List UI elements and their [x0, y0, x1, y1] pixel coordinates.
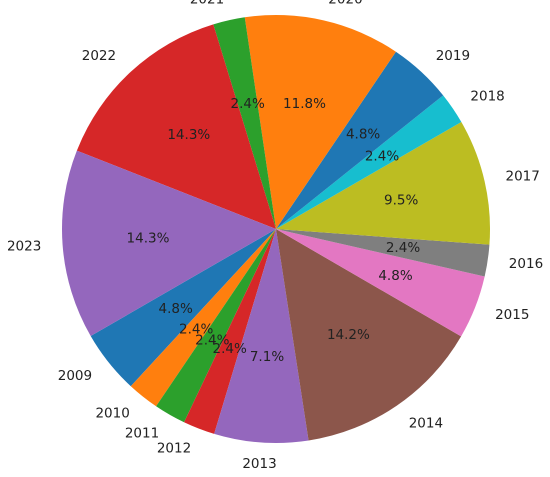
pie-category-label: 2020	[328, 0, 362, 8]
pie-slice-2019	[276, 51, 444, 229]
pie-percent-label: 7.1%	[250, 349, 284, 365]
pie-category-label: 2012	[157, 441, 191, 457]
pie-slice-2017	[276, 122, 491, 245]
pie-slice-2012	[184, 229, 276, 434]
pie-percent-label: 2.4%	[365, 149, 399, 165]
pie-percent-label: 14.3%	[127, 231, 170, 247]
pie-percent-label: 14.2%	[327, 327, 370, 343]
percent-labels: 4.8%2.4%2.4%2.4%7.1%14.2%4.8%2.4%9.5%2.4…	[127, 96, 421, 365]
pie-slice-2009	[90, 229, 276, 387]
pie-slice-2020	[244, 15, 396, 229]
pie-slice-2021	[213, 17, 276, 229]
pie-category-label: 2018	[470, 88, 504, 104]
pie-slice-2010	[130, 229, 276, 407]
pie-percent-label: 2.4%	[179, 322, 213, 338]
pie-slice-2013	[214, 229, 309, 443]
pie-percent-label: 9.5%	[384, 192, 418, 208]
pie-percent-label: 2.4%	[386, 240, 420, 256]
pie-slice-2015	[276, 229, 485, 337]
pie-category-label: 2010	[95, 406, 129, 422]
pie-percent-label: 11.8%	[283, 96, 326, 112]
pie-slice-2018	[276, 95, 462, 230]
pie-percent-label: 4.8%	[159, 301, 193, 317]
pie-slice-2014	[276, 229, 462, 441]
pie-slice-2016	[276, 229, 490, 277]
pie-percent-label: 4.8%	[346, 127, 380, 143]
pie-category-label: 2019	[436, 48, 470, 64]
pie-category-label: 2016	[509, 256, 543, 272]
pie-slice-2023	[61, 150, 277, 336]
pie-category-label: 2022	[82, 48, 116, 64]
pie-category-label: 2011	[125, 425, 159, 441]
pie-slice-2022	[76, 24, 276, 229]
pie-slice-2011	[156, 229, 276, 423]
pie-category-label: 2013	[242, 456, 276, 472]
pie-category-label: 2015	[495, 307, 529, 323]
pie-category-label: 2009	[58, 368, 92, 384]
pie-percent-label: 14.3%	[167, 127, 210, 143]
pie-category-label: 2014	[409, 415, 443, 431]
pie-percent-label: 4.8%	[378, 268, 412, 284]
pie-percent-label: 2.4%	[231, 96, 265, 112]
pie-category-label: 2023	[7, 239, 41, 255]
pie-percent-label: 2.4%	[195, 333, 229, 349]
pie-percent-label: 2.4%	[213, 341, 247, 357]
pie-category-label: 2017	[506, 168, 540, 184]
pie-slices	[61, 15, 491, 443]
pie-category-label: 2021	[190, 0, 224, 7]
